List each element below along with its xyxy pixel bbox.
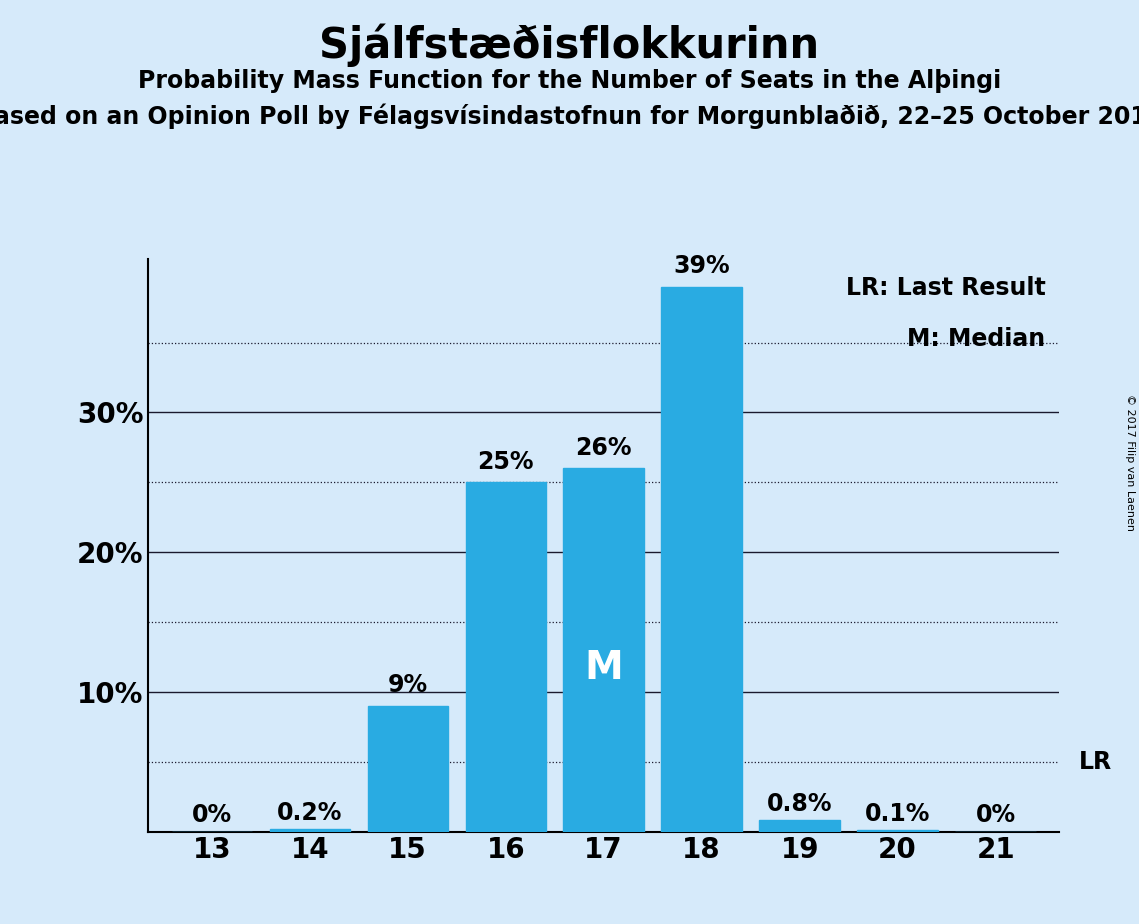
Text: 0.2%: 0.2%	[277, 800, 343, 824]
Text: Based on an Opinion Poll by Félagsvísindastofnun for Morgunblaðið, 22–25 October: Based on an Opinion Poll by Félagsvísind…	[0, 103, 1139, 129]
Text: 9%: 9%	[387, 674, 428, 698]
Text: 39%: 39%	[673, 254, 730, 278]
Text: 0.8%: 0.8%	[767, 792, 833, 816]
Text: Sjálfstæðisflokkurinn: Sjálfstæðisflokkurinn	[319, 23, 820, 67]
Bar	[760, 821, 839, 832]
Bar	[858, 830, 937, 832]
Bar	[466, 482, 546, 832]
Text: 25%: 25%	[477, 450, 534, 474]
Text: 0.1%: 0.1%	[865, 802, 931, 826]
Text: Probability Mass Function for the Number of Seats in the Alþingi: Probability Mass Function for the Number…	[138, 69, 1001, 93]
Bar	[564, 468, 644, 832]
Text: LR: Last Result: LR: Last Result	[846, 276, 1046, 300]
Text: © 2017 Filip van Laenen: © 2017 Filip van Laenen	[1125, 394, 1134, 530]
Bar	[368, 706, 448, 832]
Text: 0%: 0%	[191, 803, 232, 827]
Bar	[270, 829, 350, 832]
Text: 0%: 0%	[975, 803, 1016, 827]
Bar	[662, 286, 741, 832]
Text: M: M	[584, 650, 623, 687]
Text: LR: LR	[1079, 749, 1112, 773]
Text: 26%: 26%	[575, 436, 632, 460]
Text: M: Median: M: Median	[908, 327, 1046, 351]
